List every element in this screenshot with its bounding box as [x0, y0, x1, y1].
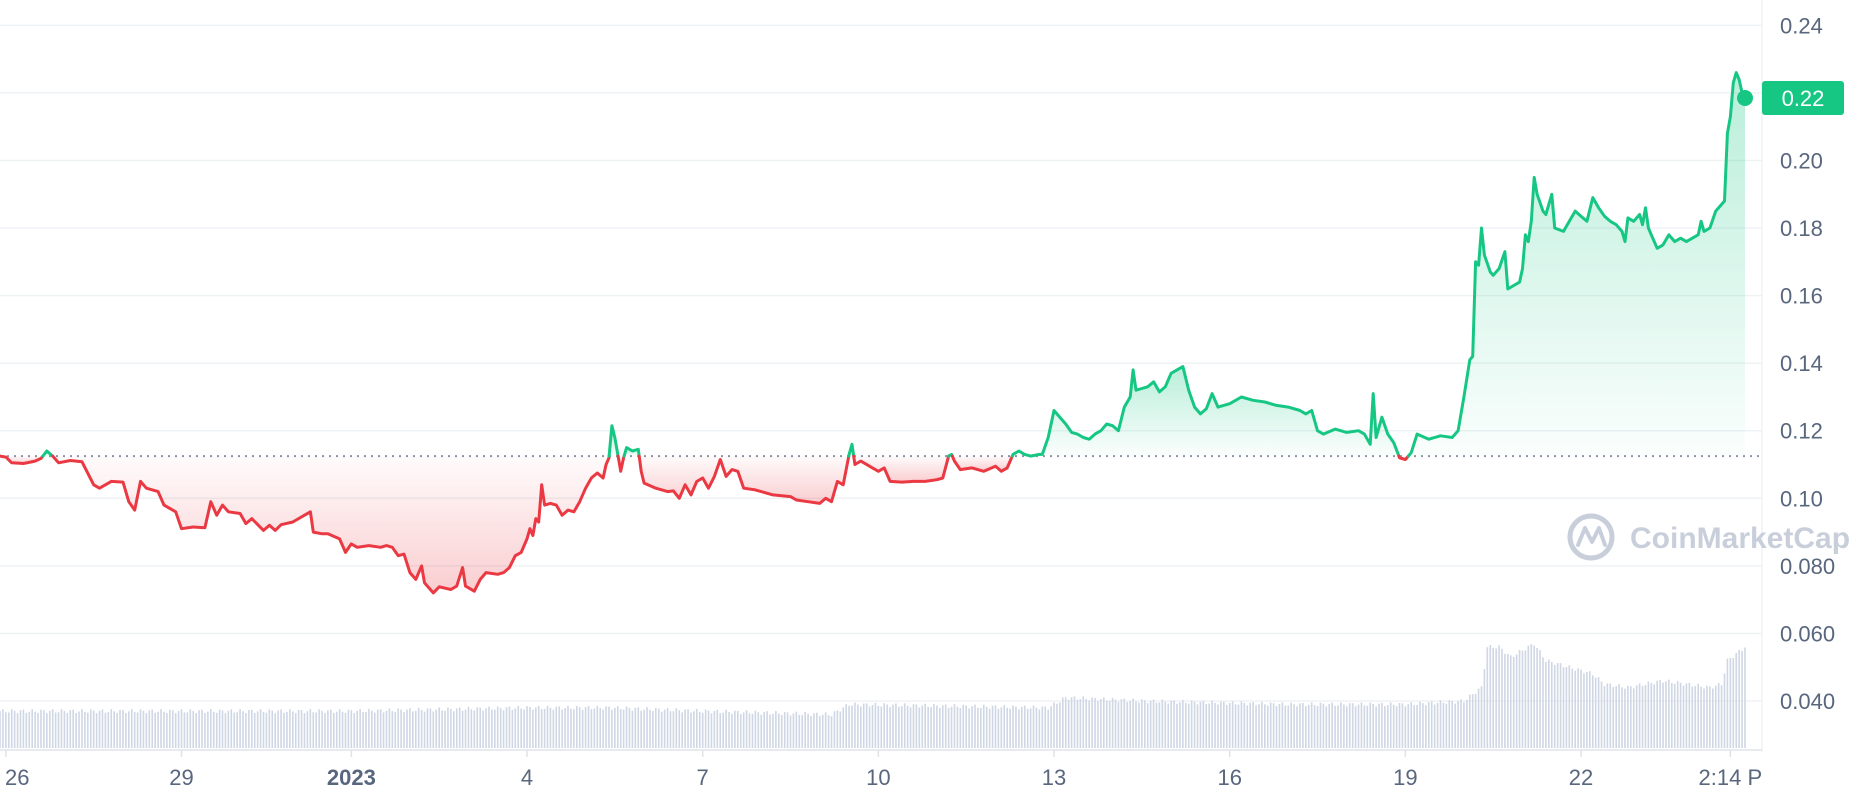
- x-tick-label: 16: [1217, 765, 1241, 790]
- price-line-up: [41, 449, 55, 458]
- x-tick-label: 2023: [327, 765, 376, 790]
- y-tick-label: 0.20: [1780, 148, 1823, 173]
- price-area: [0, 72, 1745, 593]
- price-area-up: [1408, 72, 1745, 457]
- current-price-label: 0.22: [1782, 86, 1825, 111]
- y-tick-label: 0.24: [1780, 13, 1823, 38]
- y-tick-label: 0.18: [1780, 216, 1823, 241]
- y-tick-label: 0.080: [1780, 554, 1835, 579]
- price-line-down: [852, 454, 951, 484]
- price-line-down: [51, 454, 611, 595]
- price-line-up: [1406, 71, 1747, 458]
- y-tick-label: 0.12: [1780, 419, 1823, 444]
- price-line-down: [637, 454, 851, 505]
- x-tick-label: 19: [1393, 765, 1417, 790]
- y-axis: 0.24 0.22 0.20 0.18 0.16 0.14 0.12 0.10 0.080 0.0…: [1780, 13, 1835, 714]
- current-price-badge-bg: [1762, 80, 1844, 115]
- current-price-badge: 0.22: [1762, 80, 1844, 115]
- x-tick-label: 7: [697, 765, 709, 790]
- y-tick-label: 0.10: [1780, 486, 1823, 511]
- price-area-down: [52, 456, 610, 593]
- x-tick-label: 29: [169, 765, 193, 790]
- price-area-down: [639, 456, 849, 504]
- price-line-down: [950, 454, 1014, 473]
- price-area-down: [853, 456, 949, 483]
- price-line-up: [847, 442, 856, 458]
- price-line-down: [0, 454, 45, 465]
- price-line-up: [1010, 365, 1401, 458]
- volume-bars: [0, 644, 1746, 748]
- x-tick-label: 10: [866, 765, 890, 790]
- y-tick-label: 0.16: [1780, 284, 1823, 309]
- grid-lines: [0, 0, 1763, 752]
- x-tick-label: 4: [521, 765, 533, 790]
- y-tick-label: 0.060: [1780, 621, 1835, 646]
- coinmarketcap-watermark: CoinMarketCap: [1567, 513, 1850, 561]
- price-line-up: [622, 446, 641, 458]
- x-tick-label: 2:14 P: [1699, 765, 1763, 790]
- x-tick-label: 26: [5, 765, 29, 790]
- current-price-dot: [1737, 89, 1753, 106]
- watermark-text: CoinMarketCap: [1630, 522, 1850, 555]
- x-axis: 26 29 2023 4 7 10 13 16 19 22 2:14 P: [5, 750, 1762, 790]
- price-line: [0, 71, 1747, 595]
- coinmarketcap-logo-icon: [1567, 513, 1615, 561]
- y-tick-label: 0.14: [1780, 351, 1823, 376]
- price-line-down: [1397, 454, 1410, 461]
- y-tick-label: 0.040: [1780, 689, 1835, 714]
- x-tick-label: 13: [1042, 765, 1066, 790]
- x-tick-label: 22: [1569, 765, 1593, 790]
